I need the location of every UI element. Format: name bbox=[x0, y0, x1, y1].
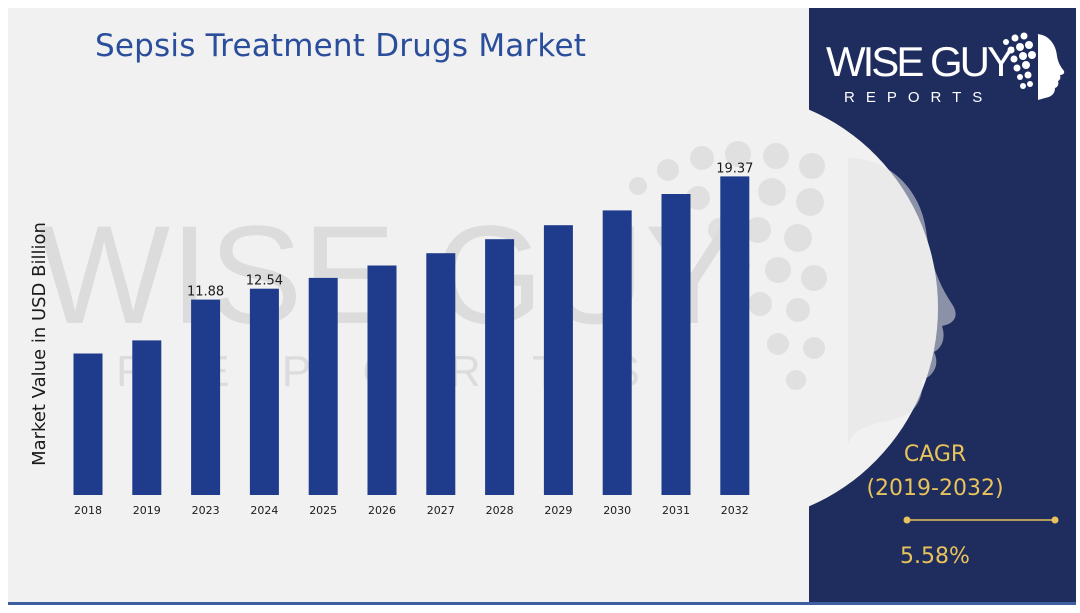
bottom-rule bbox=[8, 602, 1076, 605]
data-label: 19.37 bbox=[716, 161, 753, 176]
data-label: 11.88 bbox=[187, 285, 224, 300]
x-tick-label: 2032 bbox=[721, 504, 749, 517]
x-tick-label: 2027 bbox=[427, 504, 455, 517]
bar-2030 bbox=[602, 210, 632, 495]
x-tick-label: 2028 bbox=[486, 504, 514, 517]
head-dots-icon bbox=[629, 141, 827, 390]
bar-2032 bbox=[720, 176, 750, 495]
bar-2024 bbox=[249, 288, 279, 495]
logo-brand-text: WISE GUY bbox=[826, 38, 1015, 85]
x-tick-label: 2019 bbox=[133, 504, 161, 517]
bar-2019 bbox=[132, 340, 162, 495]
x-tick-label: 2031 bbox=[662, 504, 690, 517]
bar-2028 bbox=[485, 239, 515, 495]
bar-2031 bbox=[661, 194, 691, 495]
cagr-value: 5.58% bbox=[900, 544, 970, 569]
cagr-divider bbox=[903, 516, 1059, 524]
data-label: 12.54 bbox=[246, 274, 283, 289]
x-tick-label: 2024 bbox=[250, 504, 278, 517]
x-tick-label: 2025 bbox=[309, 504, 337, 517]
bar-2023 bbox=[191, 299, 221, 495]
bar-2025 bbox=[308, 277, 338, 495]
bar-2018 bbox=[73, 353, 103, 495]
x-tick-label: 2026 bbox=[368, 504, 396, 517]
wiseguy-logo: WISE GUY REPORTS bbox=[826, 32, 1065, 106]
logo-reports-text: REPORTS bbox=[844, 89, 993, 106]
cagr-label: CAGR bbox=[903, 442, 967, 467]
x-tick-label: 2030 bbox=[603, 504, 631, 517]
x-tick-label: 2023 bbox=[192, 504, 220, 517]
head-decoration bbox=[629, 109, 956, 507]
logo-head-icon bbox=[1003, 32, 1065, 100]
cagr-period: (2019-2032) bbox=[866, 476, 1004, 501]
x-tick-label: 2018 bbox=[74, 504, 102, 517]
bar-2027 bbox=[426, 253, 456, 495]
x-tick-label: 2029 bbox=[544, 504, 572, 517]
bar-2026 bbox=[367, 265, 397, 495]
bar-2029 bbox=[543, 225, 573, 495]
page-title: Sepsis Treatment Drugs Market bbox=[95, 28, 587, 64]
